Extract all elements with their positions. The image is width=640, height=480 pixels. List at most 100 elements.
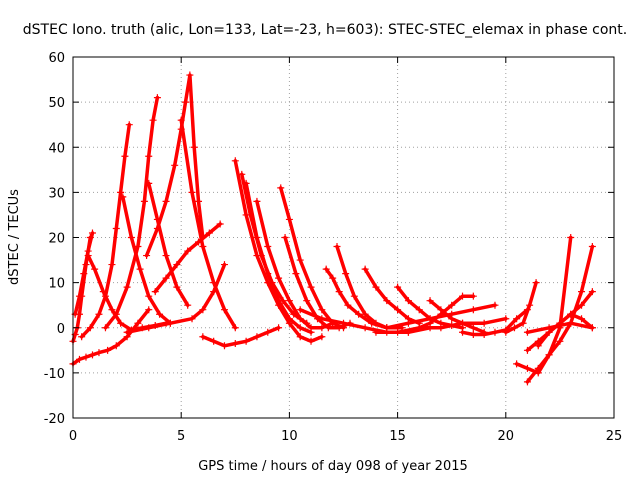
data-point	[145, 292, 153, 300]
x-tick-label: 25	[606, 429, 623, 444]
data-point	[318, 324, 326, 332]
series-arc-10	[177, 116, 239, 332]
data-point	[361, 324, 369, 332]
series-line	[363, 267, 421, 325]
y-tick-label: 0	[57, 322, 65, 337]
data-point	[88, 351, 96, 359]
data-point	[264, 270, 272, 278]
data-point	[459, 328, 467, 336]
series-arc-30	[502, 279, 540, 336]
series-line	[153, 222, 222, 294]
data-point	[588, 324, 596, 332]
series-arc-21	[333, 243, 402, 332]
data-point	[281, 234, 289, 241]
data-point	[285, 297, 293, 305]
data-point	[86, 324, 94, 332]
data-point	[75, 355, 83, 363]
series-line	[525, 321, 595, 335]
data-point	[166, 319, 174, 327]
data-point	[88, 229, 96, 237]
series-line	[103, 95, 160, 330]
data-point	[340, 319, 347, 327]
data-point	[162, 197, 170, 205]
data-point	[513, 360, 521, 368]
data-point	[335, 324, 343, 332]
data-point	[480, 331, 488, 339]
series-arc-4	[84, 252, 170, 334]
data-point	[231, 340, 239, 348]
data-point	[523, 378, 531, 386]
data-point	[578, 315, 586, 323]
data-point	[84, 252, 92, 260]
data-point	[448, 315, 456, 323]
data-point	[526, 301, 534, 309]
data-point	[344, 301, 352, 309]
x-tick-label: 20	[498, 429, 515, 444]
grid	[73, 57, 614, 418]
data-point	[545, 351, 553, 359]
data-point	[277, 184, 285, 192]
data-point	[324, 324, 332, 332]
y-axis-label: dSTEC / TECUs	[7, 189, 22, 285]
data-point	[372, 319, 380, 327]
series-arc-28	[372, 315, 510, 336]
data-point	[459, 319, 467, 327]
data-point	[502, 328, 510, 336]
data-point	[404, 319, 412, 327]
data-point	[296, 315, 304, 323]
series-line	[536, 312, 595, 348]
data-point	[296, 324, 304, 332]
data-point	[153, 94, 161, 102]
data-point	[188, 315, 196, 323]
data-point	[307, 337, 315, 345]
data-point	[101, 324, 109, 332]
x-tick-label: 15	[389, 429, 406, 444]
data-point	[199, 333, 207, 341]
series-arc-18	[277, 184, 347, 332]
data-point	[127, 234, 135, 241]
series-line	[428, 298, 486, 335]
data-point	[303, 297, 311, 305]
data-point	[426, 297, 434, 305]
data-point	[448, 301, 456, 309]
x-tick-label: 5	[177, 429, 185, 444]
y-tick-label: -20	[44, 412, 65, 427]
data-point	[469, 324, 477, 332]
data-point	[372, 283, 380, 291]
data-point	[285, 315, 293, 323]
data-point	[361, 310, 369, 318]
x-axis-label: GPS time / hours of day 098 of year 2015	[198, 459, 468, 474]
data-point	[415, 306, 423, 314]
data-point	[292, 270, 300, 278]
series-arc-22	[361, 265, 423, 327]
data-point	[534, 364, 542, 372]
data-point	[101, 292, 109, 300]
data-point	[556, 337, 564, 345]
data-point	[242, 179, 250, 187]
data-point	[523, 364, 531, 372]
series-arc-6	[119, 193, 174, 327]
data-point	[171, 161, 179, 169]
data-point	[355, 310, 363, 318]
data-point	[162, 274, 170, 282]
data-point	[578, 288, 586, 296]
data-point	[186, 71, 194, 79]
data-point	[307, 283, 315, 291]
data-point	[335, 288, 343, 296]
data-point	[404, 297, 412, 305]
data-point	[82, 353, 90, 361]
data-point	[523, 346, 531, 354]
data-point	[588, 288, 596, 296]
series-arc-5	[78, 121, 133, 341]
data-point	[469, 306, 477, 314]
data-point	[145, 179, 153, 187]
series-arc-13	[199, 324, 283, 350]
data-point	[318, 306, 326, 314]
data-point	[264, 328, 272, 336]
y-tick-label: 60	[48, 51, 65, 66]
data-point	[322, 265, 330, 273]
data-point	[91, 265, 99, 273]
y-tick-label: -10	[44, 367, 65, 382]
data-point	[394, 283, 402, 291]
data-point	[173, 283, 181, 291]
